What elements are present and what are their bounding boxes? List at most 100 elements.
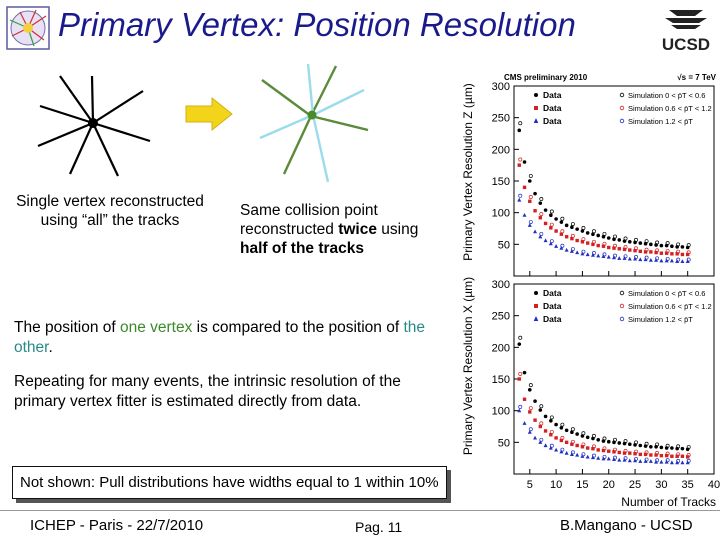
x-tick-label: 5: [527, 479, 533, 491]
simulation-point: [570, 233, 575, 238]
simulation-point: [539, 231, 544, 236]
legend-marker: [619, 118, 625, 124]
legend-marker: [619, 290, 625, 296]
simulation-point: [528, 383, 533, 388]
data-point: [617, 247, 621, 251]
legend-marker: [533, 316, 539, 321]
energy-label: √s = 7 TeV: [677, 73, 716, 82]
data-point: [533, 191, 537, 196]
data-point: [685, 252, 690, 257]
data-point: [606, 254, 611, 259]
data-point: [533, 418, 537, 422]
simulation-point: [613, 447, 617, 452]
data-point: [517, 128, 522, 133]
data-point: [585, 241, 590, 245]
data-point: [638, 459, 643, 463]
data-point: [575, 250, 580, 255]
data-point: [538, 440, 543, 444]
data-point: [559, 245, 564, 250]
data-point: [596, 253, 601, 258]
data-point: [601, 244, 606, 248]
simulation-point: [644, 255, 649, 260]
y-tick-label: 250: [492, 113, 510, 125]
simulation-point: [676, 452, 681, 457]
data-point: [638, 452, 643, 457]
legend-data-label: Data: [543, 103, 562, 113]
data-point: [664, 251, 669, 255]
data-point: [575, 238, 579, 243]
simulation-point: [655, 442, 660, 447]
footer-conference: ICHEP - Paris - 22/7/2010: [30, 517, 204, 534]
simulation-point: [570, 427, 575, 432]
data-point: [564, 247, 569, 252]
footer-author: B.Mangano - UCSD: [560, 517, 693, 534]
data-point: [527, 179, 532, 183]
data-point: [549, 213, 553, 217]
data-point: [569, 249, 574, 253]
data-point: [649, 242, 653, 247]
legend-marker: [533, 118, 539, 123]
simulation-point: [623, 236, 628, 241]
data-point: [617, 256, 622, 260]
data-point: [527, 387, 532, 392]
y-axis-label-x: Primary Vertex Resolution X (µm): [461, 277, 475, 455]
data-point: [628, 451, 632, 455]
data-point: [564, 223, 569, 228]
data-point: [548, 241, 553, 246]
data-point: [659, 453, 664, 458]
data-point: [643, 452, 648, 457]
ucsd-logo-text: UCSD: [662, 35, 710, 54]
data-point: [601, 448, 606, 453]
data-point: [548, 445, 553, 450]
data-point: [617, 450, 621, 455]
simulation-point: [539, 212, 544, 217]
simulation-point: [560, 422, 565, 427]
simulation-point: [655, 451, 660, 455]
data-point: [649, 444, 653, 449]
data-point: [670, 244, 674, 249]
data-point: [680, 245, 685, 249]
legend-marker: [534, 93, 538, 97]
legend-data-label: Data: [543, 288, 562, 298]
caption-part1: Same collision point reconstructed: [240, 202, 378, 238]
data-point: [590, 252, 595, 257]
data-point: [575, 227, 579, 231]
data-point: [606, 456, 611, 461]
y-tick-label: 200: [492, 144, 510, 156]
simulation-point: [602, 252, 607, 257]
simulation-point: [676, 242, 681, 247]
simulation-point: [676, 444, 681, 449]
other-vertex-highlight: the other: [14, 319, 426, 356]
legend-sim-label: Simulation 1.2 < p̄T: [628, 315, 693, 324]
data-point: [543, 443, 548, 448]
para1-text-b: is compared to the position of: [192, 319, 404, 336]
data-point: [570, 225, 574, 230]
simulation-point: [539, 197, 544, 201]
split-vertex-diagram: [259, 63, 369, 183]
simulation-point: [518, 121, 523, 126]
simulation-point: [581, 442, 586, 447]
data-point: [580, 229, 585, 233]
simulation-point: [665, 249, 670, 253]
simulation-point: [518, 335, 523, 340]
x-tick-label: 40: [708, 479, 720, 491]
data-point: [517, 163, 521, 167]
data-point: [680, 460, 685, 465]
simulation-point: [591, 444, 596, 449]
data-point: [638, 443, 643, 448]
data-point: [680, 446, 685, 451]
data-point: [607, 245, 611, 250]
data-point: [517, 408, 522, 413]
data-point: [585, 252, 590, 257]
data-point: [533, 209, 537, 213]
data-point: [643, 250, 648, 254]
data-point: [659, 243, 664, 248]
data-point: [569, 452, 574, 456]
data-point: [622, 451, 627, 455]
x-tick-label: 35: [682, 479, 694, 491]
data-point: [659, 258, 664, 263]
legend-marker: [534, 291, 538, 295]
data-point: [659, 459, 664, 464]
data-point: [596, 233, 601, 238]
data-point: [601, 254, 606, 258]
